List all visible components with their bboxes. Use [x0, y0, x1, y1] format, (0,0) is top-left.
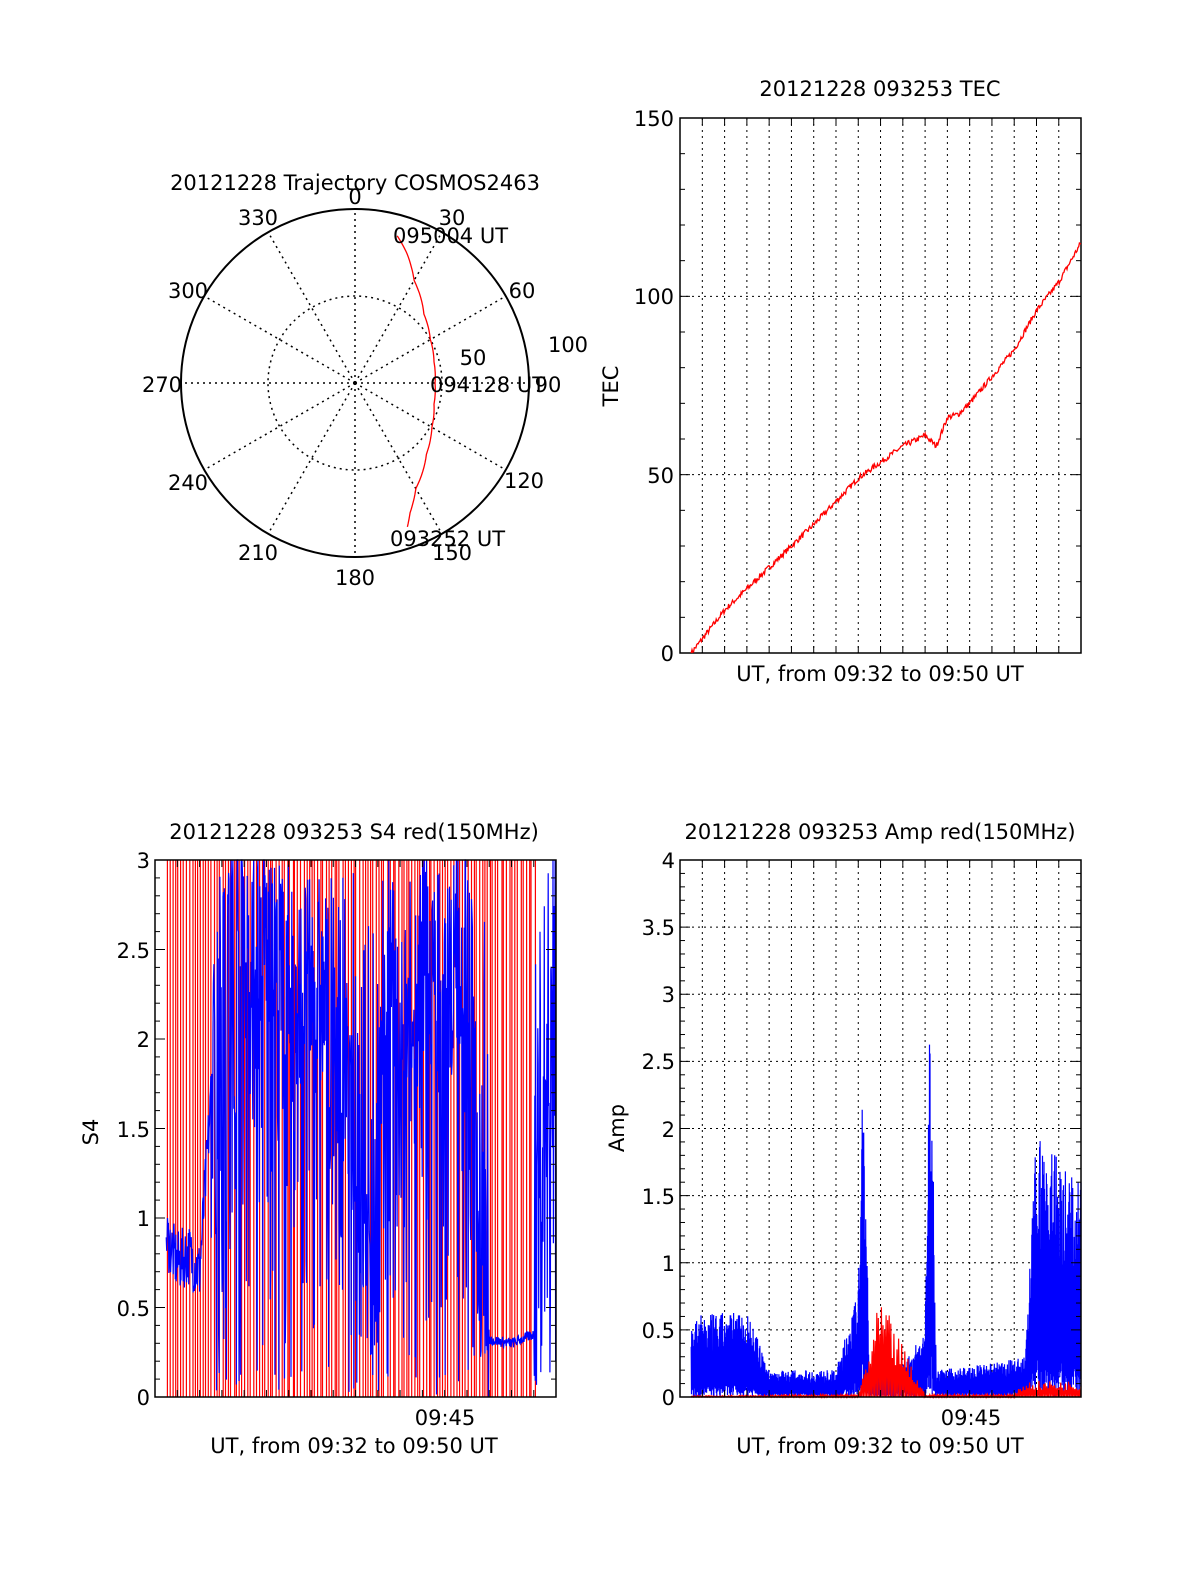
polar-trajectory-line	[396, 235, 436, 528]
amp-ylabel: Amp	[605, 1104, 629, 1152]
tec-xlabel: UT, from 09:32 to 09:50 UT	[736, 662, 1024, 686]
amp-minor-ticks	[680, 859, 1081, 1398]
polar-angle-label-60: 60	[509, 279, 536, 303]
polar-title: 20121228 Trajectory COSMOS2463	[170, 171, 540, 195]
s4-minor-ticks	[155, 859, 556, 1398]
tec-panel: 20121228 093253 TEC 0 50 100 150 TEC UT,…	[599, 77, 1082, 686]
polar-angle-label-300: 300	[168, 279, 208, 303]
polar-spoke-300	[203, 295, 356, 384]
amp-panel: 20121228 093253 Amp red(150MHz) 0 0.5 1 …	[605, 820, 1082, 1458]
amp-ytick-1-5: 1.5	[642, 1185, 675, 1209]
amp-xlabel: UT, from 09:32 to 09:50 UT	[736, 1434, 1024, 1458]
polar-spoke-240	[203, 382, 356, 471]
tec-ylabel: TEC	[599, 366, 623, 408]
amp-grid	[680, 860, 1081, 1397]
polar-grid	[181, 209, 529, 557]
s4-ytick-1-5: 1.5	[117, 1118, 150, 1142]
amp-ytick-3: 3	[662, 983, 675, 1007]
polar-spoke-60	[354, 295, 507, 384]
amp-ytick-2: 2	[662, 1118, 675, 1142]
s4-ytick-0: 0	[137, 1386, 150, 1410]
polar-spoke-330	[267, 231, 356, 384]
polar-angle-label-330: 330	[238, 206, 278, 230]
s4-title: 20121228 093253 S4 red(150MHz)	[169, 820, 539, 844]
tec-ytick-150: 150	[634, 107, 674, 131]
polar-spoke-210	[267, 382, 356, 535]
polar-angle-label-30: 30	[439, 206, 466, 230]
polar-radius-label-50: 50	[460, 346, 487, 370]
polar-angle-label-150: 150	[432, 541, 472, 565]
amp-title: 20121228 093253 Amp red(150MHz)	[684, 820, 1075, 844]
amp-ytick-0: 0	[662, 1386, 675, 1410]
tec-ytick-100: 100	[634, 285, 674, 309]
polar-annotation-start: 093252 UT	[390, 527, 505, 551]
tec-title: 20121228 093253 TEC	[759, 77, 1000, 101]
polar-spoke-150	[354, 382, 443, 535]
polar-spoke-120	[354, 382, 507, 471]
polar-angle-label-0: 0	[348, 185, 361, 209]
amp-ytick-1: 1	[662, 1252, 675, 1276]
polar-panel: 20121228 Trajectory COSMOS2463 0 30 60 9…	[142, 171, 588, 590]
polar-angle-label-120: 120	[504, 469, 544, 493]
amp-ytick-0-5: 0.5	[642, 1319, 675, 1343]
polar-spoke-30	[354, 231, 443, 384]
s4-ytick-1: 1	[137, 1207, 150, 1231]
s4-ytick-3: 3	[137, 849, 150, 873]
amp-ytick-2-5: 2.5	[642, 1050, 675, 1074]
tec-ytick-50: 50	[647, 464, 674, 488]
s4-ytick-0-5: 0.5	[117, 1297, 150, 1321]
polar-angle-label-240: 240	[168, 471, 208, 495]
polar-angle-label-210: 210	[238, 541, 278, 565]
amp-xtick-0945: 09:45	[941, 1406, 1002, 1430]
tec-grid	[680, 118, 1081, 653]
amp-ytick-3-5: 3.5	[642, 916, 675, 940]
polar-angle-labels: 0 30 60 90 120 150 180 210 240 270 300 3…	[142, 185, 561, 590]
polar-radius-label-100: 100	[548, 333, 588, 357]
s4-panel: 20121228 093253 S4 red(150MHz) 0 0.5 1 1…	[79, 820, 557, 1458]
polar-angle-label-270: 270	[142, 373, 182, 397]
s4-xtick-0945: 09:45	[415, 1406, 476, 1430]
polar-angle-label-90: 90	[535, 373, 562, 397]
polar-outer-ring	[180, 208, 530, 558]
s4-xlabel: UT, from 09:32 to 09:50 UT	[210, 1434, 498, 1458]
amp-ytick-4: 4	[662, 849, 675, 873]
tec-series-line	[690, 241, 1082, 654]
tec-ytick-0: 0	[661, 642, 674, 666]
tec-plot-frame	[679, 117, 1082, 654]
polar-annotation-mid: 094128 UT	[430, 373, 545, 397]
s4-ytick-2: 2	[137, 1028, 150, 1052]
s4-ylabel: S4	[79, 1119, 103, 1146]
tec-minor-ticks	[680, 117, 1081, 654]
polar-ring-50	[267, 295, 443, 471]
s4-ytick-2-5: 2.5	[117, 939, 150, 963]
polar-angle-label-180: 180	[335, 566, 375, 590]
polar-annotation-end: 095004 UT	[393, 224, 508, 248]
